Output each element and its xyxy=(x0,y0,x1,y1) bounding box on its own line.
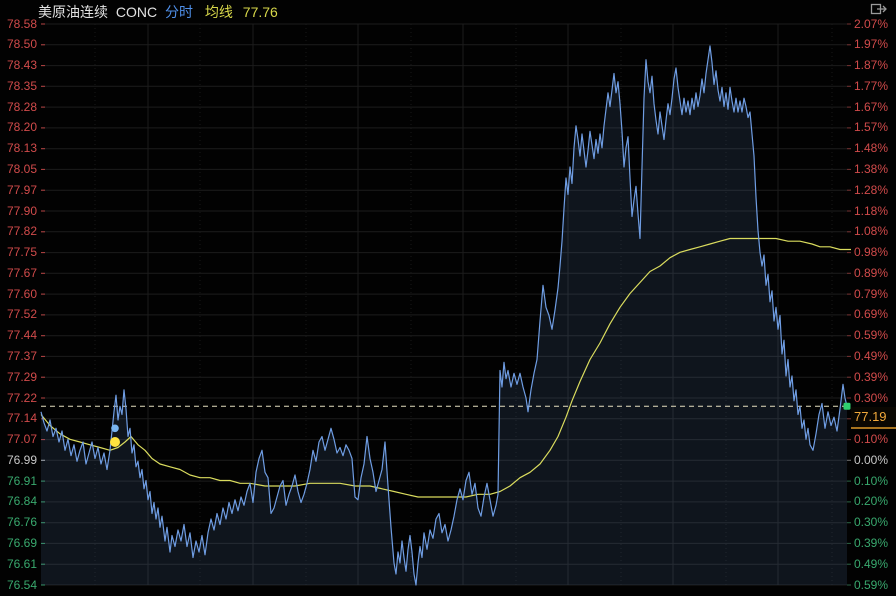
left-axis-label: 76.99 xyxy=(6,452,37,467)
left-axis-label: 76.54 xyxy=(6,577,37,592)
right-axis-label: 0.59% xyxy=(854,577,889,592)
left-axis-label: 78.35 xyxy=(6,78,37,93)
left-axis-label: 77.07 xyxy=(6,432,37,447)
left-axis-label: 77.37 xyxy=(6,348,37,363)
left-axis-label: 76.61 xyxy=(6,556,37,571)
left-axis-label: 76.69 xyxy=(6,535,37,550)
right-axis-label: 1.18% xyxy=(854,203,889,218)
current-price-marker xyxy=(843,402,851,410)
left-axis-label: 77.75 xyxy=(6,245,37,260)
right-axis-label: 2.07% xyxy=(854,16,889,31)
right-axis-label: 0.20% xyxy=(854,494,889,509)
price-line xyxy=(40,45,848,586)
left-axis-label: 77.44 xyxy=(6,328,37,343)
ma-value: 77.76 xyxy=(242,4,278,20)
right-axis-label: 0.79% xyxy=(854,286,889,301)
chart-title: 美原油连续 CONC 分时 均线 77.76 xyxy=(38,2,284,22)
expand-icon[interactable] xyxy=(870,1,888,17)
right-axis-label: 0.49% xyxy=(854,556,889,571)
right-axis-label: 0.30% xyxy=(854,515,889,530)
left-axis-label: 77.82 xyxy=(6,224,37,239)
left-axis-label: 76.76 xyxy=(6,515,37,530)
left-axis-label: 78.50 xyxy=(6,37,37,52)
right-axis-label: 0.49% xyxy=(854,348,889,363)
right-axis-label: 0.39% xyxy=(854,369,889,384)
ma-legend-label: 均线 xyxy=(204,4,233,20)
right-axis-label: 1.57% xyxy=(854,120,889,135)
left-axis-label: 78.05 xyxy=(6,161,37,176)
left-axis-label: 77.67 xyxy=(6,265,37,280)
right-axis-label: 0.89% xyxy=(854,265,889,280)
right-axis-label: 1.48% xyxy=(854,141,889,156)
right-axis-label: 0.39% xyxy=(854,535,889,550)
right-axis-label: 1.38% xyxy=(854,161,889,176)
right-axis-label: 0.69% xyxy=(854,307,889,322)
price-area-fill xyxy=(41,46,847,585)
left-axis-label: 76.91 xyxy=(6,473,37,488)
left-axis-label: 77.22 xyxy=(6,390,37,405)
right-axis-label: 0.00% xyxy=(854,452,889,467)
left-axis-label: 77.29 xyxy=(6,369,37,384)
right-axis-label: 1.97% xyxy=(854,37,889,52)
right-axis-label: 0.59% xyxy=(854,328,889,343)
right-axis-label: 1.87% xyxy=(854,58,889,73)
right-axis-label: 0.98% xyxy=(854,245,889,260)
left-axis-label: 78.20 xyxy=(6,120,37,135)
left-axis-label: 77.52 xyxy=(6,307,37,322)
left-axis-label: 78.43 xyxy=(6,58,37,73)
left-axis-label: 77.60 xyxy=(6,286,37,301)
last-price-value: 77.19 xyxy=(854,409,887,424)
event-marker-blue-dot xyxy=(111,424,119,433)
right-axis-label: 1.67% xyxy=(854,99,889,114)
right-axis-label: 1.28% xyxy=(854,182,889,197)
left-axis-label: 78.58 xyxy=(6,16,37,31)
left-axis-label: 77.97 xyxy=(6,182,37,197)
ma-line xyxy=(40,237,851,498)
right-axis-label: 1.77% xyxy=(854,78,889,93)
chart-type-label: 分时 xyxy=(165,4,194,20)
left-axis-label: 78.28 xyxy=(6,99,37,114)
event-marker-yellow-dot xyxy=(110,437,120,447)
instrument-name: 美原油连续 xyxy=(38,4,108,20)
right-axis-label: 0.10% xyxy=(854,432,889,447)
left-axis-label: 77.14 xyxy=(6,411,37,426)
right-axis-label: 1.08% xyxy=(854,224,889,239)
left-axis-label: 78.13 xyxy=(6,141,37,156)
left-axis-label: 76.84 xyxy=(6,494,37,509)
right-axis-label: 0.10% xyxy=(854,473,889,488)
instrument-code: CONC xyxy=(115,4,158,20)
left-axis-label: 77.90 xyxy=(6,203,37,218)
right-axis-label: 0.30% xyxy=(854,390,889,405)
last-price-tag: 77.19 xyxy=(851,407,896,429)
